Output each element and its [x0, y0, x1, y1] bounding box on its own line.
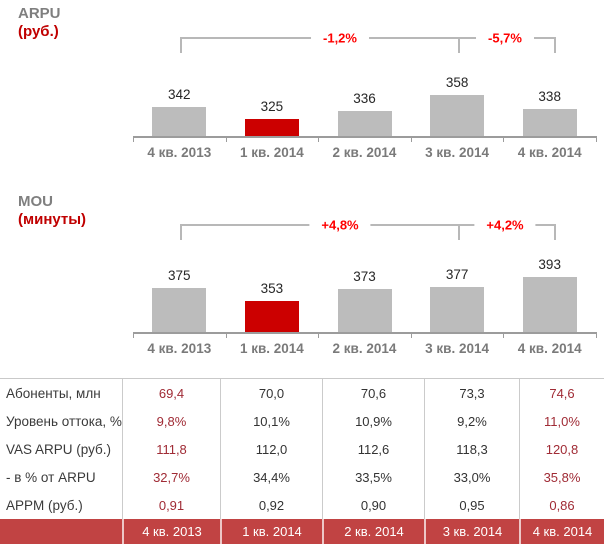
table-cell-0-4: 74,6: [519, 379, 604, 407]
mou-bar-value-0: 375: [168, 267, 191, 283]
arpu-bar-value-1: 325: [260, 98, 284, 114]
mou-bar-2: [337, 288, 392, 332]
table-row-label-0: Абоненты, млн: [6, 385, 101, 401]
arpu-axis-tick-2: [318, 136, 320, 142]
mou-bar-value-3: 377: [445, 266, 469, 282]
arpu-axis-tick-4: [503, 136, 505, 142]
mou-axis-tick-5: [596, 332, 597, 338]
mou-bar-value-2: 373: [353, 268, 376, 284]
chart-mou-annotation-2: +4,2%: [474, 217, 536, 233]
arpu-bar-value-4: 338: [538, 89, 561, 105]
arpu-axis-line: [133, 136, 596, 138]
mou-bar-3: [430, 286, 485, 332]
table-cell-2-2: 112,6: [322, 435, 424, 463]
arpu-axis-tick-3: [410, 136, 412, 142]
mou-x-label-4: 4 кв. 2014: [517, 341, 582, 356]
table-row-label-3: - в % от ARPU: [6, 469, 96, 485]
table-cell-3-1: 34,4%: [220, 463, 322, 491]
table-cell-1-1: 10,1%: [220, 407, 322, 435]
table-cell-4-0: 0,91: [122, 491, 220, 519]
table-footer-quarter-3: 3 кв. 2014: [424, 519, 519, 544]
mou-axis-tick-4: [503, 332, 505, 338]
table-cell-2-1: 112,0: [220, 435, 322, 463]
arpu-x-label-1: 1 кв. 2014: [239, 145, 304, 160]
chart-arpu-annotation-2: -5,7%: [476, 30, 534, 46]
table-cell-3-2: 33,5%: [322, 463, 424, 491]
arpu-axis-tick-5: [596, 136, 597, 142]
mou-axis-tick-3: [410, 332, 412, 338]
arpu-x-label-0: 4 кв. 2013: [147, 145, 212, 160]
table-cell-1-4: 11,0%: [519, 407, 604, 435]
table-row-label-1: Уровень оттока, %: [6, 413, 122, 429]
arpu-bar-2: [337, 110, 392, 136]
mou-x-label-2: 2 кв. 2014: [332, 341, 397, 356]
metrics-table: Абоненты, млн 69,4 70,0 70,6 73,3 74,6 Уровень…: [0, 378, 604, 544]
mou-bar-value-1: 353: [260, 280, 284, 296]
arpu-bar-value-0: 342: [168, 86, 191, 102]
table-footer-empty: [0, 519, 122, 544]
chart-arpu-annotation-1: -1,2%: [311, 30, 369, 46]
arpu-x-label-2: 2 кв. 2014: [332, 145, 397, 160]
arpu-x-label-4: 4 кв. 2014: [517, 145, 582, 160]
mou-bar-value-4: 393: [538, 257, 561, 273]
arpu-axis-tick-0: [133, 136, 134, 142]
table-cell-1-3: 9,2%: [424, 407, 519, 435]
chart-mou-subtitle: (минуты): [18, 211, 87, 228]
arpu-bar-3: [430, 95, 485, 136]
table-row-label-4: APPM (руб.): [6, 497, 83, 513]
table-footer-quarter-1: 1 кв. 2014: [220, 519, 322, 544]
mou-x-label-0: 4 кв. 2013: [147, 341, 212, 356]
table-cell-0-2: 70,6: [322, 379, 424, 407]
table-cell-0-1: 70,0: [220, 379, 322, 407]
table-footer-quarter-0: 4 кв. 2013: [122, 519, 220, 544]
table-cell-2-4: 120,8: [519, 435, 604, 463]
mou-bar-0: [152, 287, 207, 332]
arpu-bar-value-3: 358: [445, 75, 469, 91]
table-cell-2-0: 111,8: [122, 435, 220, 463]
table-cell-3-4: 35,8%: [519, 463, 604, 491]
table-cell-1-2: 10,9%: [322, 407, 424, 435]
table-cell-0-0: 69,4: [122, 379, 220, 407]
table-cell-1-0: 9,8%: [122, 407, 220, 435]
table-cell-0-3: 73,3: [424, 379, 519, 407]
chart-arpu-title: ARPU: [18, 5, 61, 22]
table-cell-4-2: 0,90: [322, 491, 424, 519]
table-cell-2-3: 118,3: [424, 435, 519, 463]
mou-bar-1: [244, 300, 299, 332]
arpu-x-label-3: 3 кв. 2014: [425, 145, 490, 160]
mou-x-label-3: 3 кв. 2014: [425, 341, 490, 356]
chart-mou-annotation-1: +4,8%: [309, 217, 371, 233]
mou-x-label-1: 1 кв. 2014: [239, 341, 304, 356]
table-cell-4-3: 0,95: [424, 491, 519, 519]
table-cell-4-1: 0,92: [220, 491, 322, 519]
arpu-bar-value-2: 336: [353, 90, 376, 106]
mou-axis-tick-1: [225, 332, 227, 338]
mou-axis-tick-0: [133, 332, 134, 338]
table-footer-quarter-2: 2 кв. 2014: [322, 519, 424, 544]
table-cell-3-3: 33,0%: [424, 463, 519, 491]
chart-arpu-subtitle: (руб.): [18, 23, 59, 40]
table-cell-3-0: 32,7%: [122, 463, 220, 491]
table-row-label-2: VAS ARPU (руб.): [6, 441, 112, 457]
mou-bar-4: [522, 277, 577, 332]
table-footer-quarter-4: 4 кв. 2014: [519, 519, 604, 544]
arpu-bar-0: [152, 106, 207, 136]
table-cell-4-4: 0,86: [519, 491, 604, 519]
arpu-bar-1: [244, 118, 299, 136]
arpu-bar-4: [522, 109, 577, 136]
chart-mou-title: MOU: [18, 193, 53, 210]
arpu-axis-tick-1: [225, 136, 227, 142]
mou-axis-tick-2: [318, 332, 320, 338]
mou-axis-line: [133, 332, 596, 334]
